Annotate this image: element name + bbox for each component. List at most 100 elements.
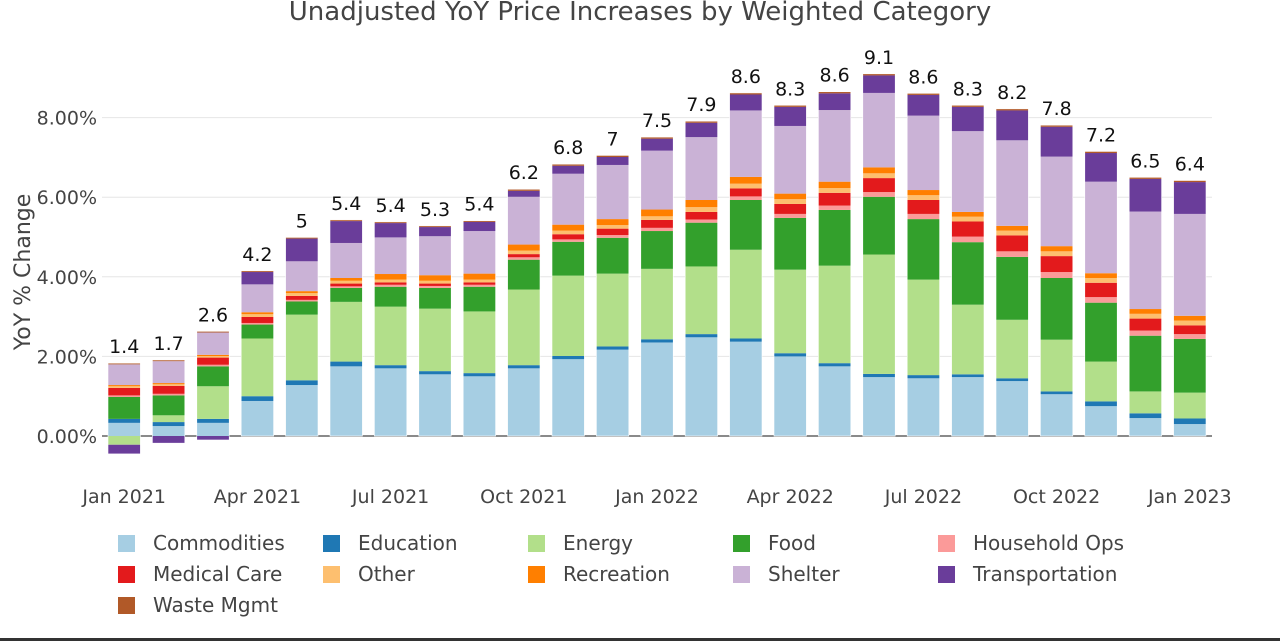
bar-segment	[285, 314, 319, 381]
bar-segment	[374, 221, 407, 224]
bar-segment	[1173, 392, 1207, 419]
bar-segment	[329, 283, 363, 287]
bar-segment	[596, 273, 629, 347]
bar-segment	[1084, 401, 1118, 407]
legend-item[interactable]: Recreation	[528, 559, 670, 589]
bar-segment	[241, 396, 274, 401]
bar-segment	[1129, 177, 1162, 179]
x-tick-label: Apr 2021	[214, 486, 301, 508]
bar-segment	[329, 361, 363, 367]
bar-segment	[1040, 251, 1073, 257]
bar-segment	[418, 308, 452, 372]
bar-segment	[773, 269, 807, 354]
bar-segment	[907, 195, 940, 200]
bar-segment	[285, 380, 319, 386]
bar-segment	[285, 301, 319, 315]
bar-outline	[729, 92, 763, 437]
bar-segment	[152, 436, 185, 444]
x-tick-label: Oct 2022	[1013, 486, 1100, 508]
bar-segment	[773, 203, 807, 214]
legend-item[interactable]: Waste Mgmt	[118, 590, 278, 620]
bar-segment	[596, 164, 629, 220]
bar-segment	[729, 110, 763, 177]
bar-segment	[551, 241, 585, 276]
bar-segment	[1129, 335, 1162, 392]
legend-item[interactable]: Education	[323, 528, 458, 558]
legend-swatch	[118, 596, 135, 614]
y-axis-label: YoY % Change	[11, 194, 36, 352]
bar-segment	[241, 312, 274, 315]
bar-segment	[907, 375, 940, 379]
bar-segment	[152, 361, 185, 384]
bar-segment	[596, 235, 629, 238]
bar-segment	[374, 306, 407, 366]
legend-item[interactable]: Medical Care	[118, 559, 282, 589]
bar-segment	[862, 75, 896, 93]
bar-segment	[418, 275, 452, 281]
bar-segment	[862, 373, 896, 378]
bar-outline	[240, 270, 274, 437]
bar-segment	[1040, 272, 1073, 278]
bar-segment	[818, 181, 851, 189]
bar-segment	[596, 346, 629, 350]
total-label: 9.1	[864, 47, 894, 69]
bar-segment	[374, 365, 407, 369]
legend-item[interactable]: Other	[323, 559, 415, 589]
bar-segment	[907, 94, 940, 116]
bar-segment	[685, 137, 718, 200]
bar-segment	[107, 386, 141, 388]
bar-segment	[329, 221, 363, 243]
legend-item[interactable]: Energy	[528, 528, 633, 558]
bar-segment	[640, 137, 674, 139]
bar-segment	[152, 395, 185, 416]
bar-outline	[551, 163, 585, 437]
bar-segment	[196, 357, 230, 365]
bar-segment	[818, 188, 851, 193]
bar-segment	[374, 368, 407, 436]
bar-segment	[152, 426, 185, 436]
bar-segment	[196, 331, 230, 333]
legend-item[interactable]: Food	[733, 528, 816, 558]
bar-outline	[951, 104, 985, 437]
bar-outline	[640, 136, 674, 437]
bar-segment	[1173, 334, 1207, 339]
bar-segment	[951, 304, 985, 375]
legend-swatch	[323, 565, 340, 583]
bar-outline	[596, 155, 630, 437]
bar-outline	[329, 219, 363, 437]
bar-segment	[907, 219, 940, 280]
total-labels: 1.4 1.7 2.6 4.2 5 5.4 5.4 5.3 5.4 6.2 6.8 7 7.5 7.9 8.…	[109, 47, 1205, 358]
legend-item[interactable]: Shelter	[733, 559, 840, 589]
bar-segment	[995, 225, 1029, 231]
bar-segment	[1084, 277, 1118, 283]
bar-segment	[152, 415, 185, 423]
legend-item[interactable]: Commodities	[118, 528, 285, 558]
bar-segment	[241, 316, 274, 323]
bar-segment	[1129, 313, 1162, 319]
bar-segment	[152, 383, 185, 385]
bar-segment	[107, 387, 141, 396]
bar-segment	[374, 223, 407, 238]
bar-segment	[507, 254, 541, 258]
bar-segment	[685, 222, 718, 267]
bar-outline	[1084, 151, 1118, 437]
total-label: 8.6	[819, 65, 849, 87]
bar-segment	[285, 299, 319, 302]
bar-segment	[818, 363, 851, 367]
total-label: 5.4	[331, 193, 361, 215]
legend-item[interactable]: Transportation	[938, 559, 1117, 589]
legend-item[interactable]: Household Ops	[938, 528, 1124, 558]
bar-segment	[241, 400, 274, 436]
bar-segment	[241, 284, 274, 313]
total-label: 5.4	[375, 195, 405, 217]
bar-segment	[640, 231, 674, 269]
bar-segment	[995, 108, 1029, 111]
bar-segment	[640, 209, 674, 217]
bar-segment	[463, 273, 496, 280]
bar-segment	[1173, 418, 1207, 425]
bar-outline	[1128, 177, 1162, 437]
bar-segment	[862, 192, 896, 197]
x-tick-labels: Jan 2021 Apr 2021 Jul 2021 Oct 2021 Jan 2022…	[81, 486, 1231, 508]
legend-label: Recreation	[563, 562, 670, 586]
bar-segment	[818, 192, 851, 206]
